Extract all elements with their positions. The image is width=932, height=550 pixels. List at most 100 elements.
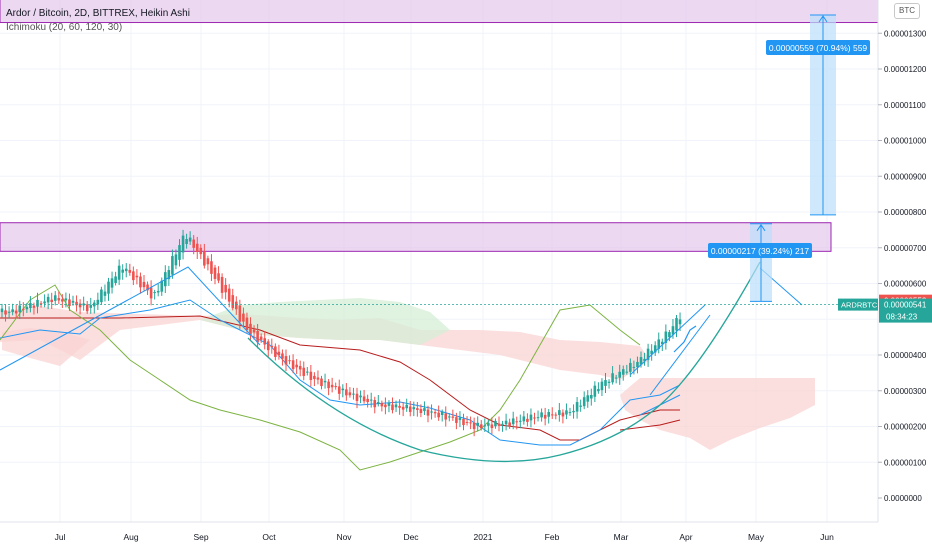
candle-body <box>550 414 554 416</box>
candle-body <box>68 299 71 307</box>
candle-body <box>306 371 309 373</box>
cloud-green-band <box>200 298 450 345</box>
candle-body <box>309 371 313 381</box>
candle-body <box>515 421 519 423</box>
countdown-tag: 08:34:23 <box>886 313 918 322</box>
candle-body <box>274 346 277 357</box>
candle-body <box>85 304 89 312</box>
candle-body <box>171 256 174 275</box>
candle-body <box>497 423 501 426</box>
candle-body <box>440 411 444 416</box>
measure-arrow <box>756 223 766 232</box>
candle-body <box>195 243 199 252</box>
candle-body <box>536 417 540 419</box>
candle-body <box>362 396 366 402</box>
candle-body <box>181 235 185 253</box>
candle-body <box>590 394 593 399</box>
candle-body <box>327 381 330 389</box>
candle-body <box>600 381 604 391</box>
candle-body <box>540 412 543 418</box>
candle-body <box>117 265 121 280</box>
y-tick-label: 0.00001300 <box>884 29 927 38</box>
indicator-label[interactable]: Ichimoku (20, 60, 120, 30) <box>6 22 123 33</box>
candle-body <box>149 287 153 299</box>
y-tick-label: 0.0000000 <box>884 494 922 503</box>
candle-body <box>419 409 423 414</box>
x-tick-label: Mar <box>614 532 629 542</box>
candle-body <box>174 254 178 266</box>
x-tick-label: Aug <box>123 532 138 542</box>
price-axis[interactable]: 0.00001300 0.00001200 0.00001100 0.00001000… <box>878 29 927 503</box>
candle-body <box>64 298 68 301</box>
candle-body <box>295 364 298 368</box>
x-tick-label: Apr <box>679 532 692 542</box>
candle-body <box>114 276 117 283</box>
candle-body <box>384 404 387 408</box>
resistance-zone <box>0 222 832 252</box>
kijun-ext <box>619 419 681 431</box>
time-axis[interactable]: Jul Aug Sep Oct Nov Dec 2021 Feb Mar Apr May Jun <box>55 532 835 542</box>
x-tick-label: Sep <box>193 532 208 542</box>
candle-body <box>18 305 22 313</box>
x-tick-label: Nov <box>336 532 352 542</box>
measure-tools: 0.00000217 (39.24%) 217 0.00000559 (70.94… <box>708 14 870 302</box>
candle-body <box>245 317 249 331</box>
candle-body <box>32 305 36 308</box>
candle-body <box>259 336 263 340</box>
x-tick-label: Jun <box>820 532 834 542</box>
chart-title: Ardor / Bitcoin, 2D, BITTREX, Heikin Ash… <box>6 8 190 19</box>
candle-body <box>675 318 678 331</box>
candle-body <box>426 409 430 416</box>
candle-body <box>650 350 653 355</box>
candle-body <box>178 245 181 260</box>
candle-body <box>359 395 362 398</box>
candle-body <box>89 304 93 308</box>
candle-body <box>320 378 323 387</box>
candle-body <box>629 362 632 372</box>
y-tick-label: 0.00000900 <box>884 172 927 181</box>
candle-body <box>256 330 259 343</box>
candle-body <box>448 416 451 418</box>
y-tick-label: 0.00000600 <box>884 280 927 289</box>
candle-body <box>156 290 160 293</box>
resistance-zones <box>0 0 879 252</box>
candle-body <box>437 412 440 418</box>
candle-body <box>203 250 206 266</box>
candle-body <box>678 319 682 325</box>
cloud-red-band <box>0 306 650 380</box>
candle-body <box>579 405 582 407</box>
candle-body <box>302 367 306 376</box>
last-price-tag-bg <box>879 298 932 323</box>
currency-button[interactable]: BTC <box>894 3 920 19</box>
symbol-tag: ARDRBTC <box>841 301 878 310</box>
candle-body <box>249 323 252 335</box>
candle-body <box>462 418 465 426</box>
x-tick-label: Feb <box>545 532 560 542</box>
candle-body <box>124 268 128 272</box>
candle-body <box>199 247 203 255</box>
candle-body <box>558 410 561 416</box>
x-tick-label: Oct <box>262 532 276 542</box>
candle-body <box>53 295 57 301</box>
candle-body <box>167 270 171 280</box>
candle-body <box>469 422 472 424</box>
candle-body <box>412 407 416 410</box>
candle-body <box>71 300 75 303</box>
candle-body <box>547 412 550 417</box>
plot-area[interactable] <box>0 0 878 522</box>
candle-body <box>369 399 373 401</box>
candle-body <box>345 389 348 396</box>
candle-body <box>270 345 274 348</box>
candle-body <box>565 410 568 415</box>
forecast-arrow <box>673 325 697 353</box>
drawings <box>0 261 803 463</box>
candle-body <box>575 402 579 412</box>
candle-body <box>323 380 327 383</box>
candle-body <box>366 398 369 403</box>
candle-body <box>526 418 529 422</box>
candle-body <box>490 424 494 429</box>
candle-body <box>100 289 103 303</box>
candle-body <box>0 308 4 313</box>
